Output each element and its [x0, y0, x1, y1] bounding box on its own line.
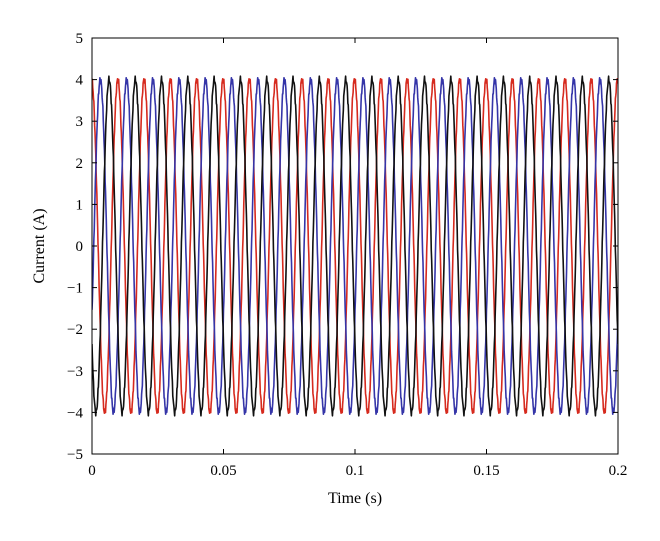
series-layer — [92, 75, 618, 417]
y-tick-label: −2 — [67, 322, 83, 338]
x-tick-label: 0 — [88, 463, 96, 479]
series-line-2 — [92, 77, 618, 415]
y-tick-label: 5 — [76, 31, 84, 47]
x-axis-label: Time (s) — [328, 490, 382, 507]
y-tick-label: −5 — [67, 447, 83, 463]
y-tick-label: −1 — [67, 281, 83, 297]
y-axis-label: Current (A) — [31, 208, 48, 283]
x-tick-label: 0.2 — [609, 463, 628, 479]
x-tick-label: 0.05 — [210, 463, 236, 479]
y-tick-label: 2 — [76, 156, 84, 172]
y-tick-label: 0 — [76, 239, 84, 255]
series-line-3 — [92, 75, 618, 417]
x-tick-label: 0.1 — [346, 463, 365, 479]
y-tick-label: 4 — [76, 73, 84, 89]
tick-layer: 0 0.05 0.1 0.15 0.2 −5 −4 −3 −2 −1 0 1 2 3 4 5 — [67, 31, 627, 479]
series-line-1 — [92, 78, 618, 414]
x-tick-label: 0.15 — [473, 463, 499, 479]
y-tick-label: 1 — [76, 197, 84, 213]
y-tick-label: −4 — [67, 405, 83, 421]
y-tick-label: −3 — [67, 364, 83, 380]
y-tick-label: 3 — [76, 114, 84, 130]
